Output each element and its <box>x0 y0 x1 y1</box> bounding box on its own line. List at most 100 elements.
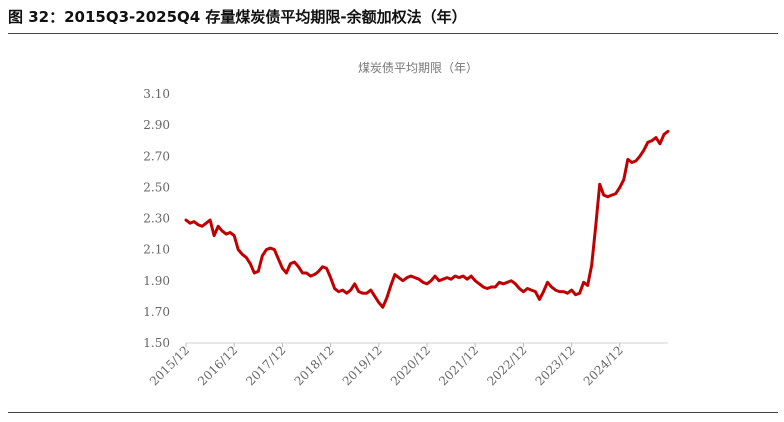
data-point <box>241 253 244 256</box>
data-point <box>293 261 296 264</box>
data-point <box>341 289 344 292</box>
data-point <box>185 219 188 222</box>
x-tick-label: 2023/12 <box>533 343 578 388</box>
data-point <box>305 271 308 274</box>
data-point <box>281 267 284 270</box>
data-point <box>269 247 272 250</box>
data-point <box>205 222 208 225</box>
data-point <box>201 225 204 228</box>
data-point <box>193 220 196 223</box>
data-point <box>634 159 637 162</box>
y-tick-label: 2.70 <box>143 149 170 163</box>
data-point <box>550 285 553 288</box>
data-point <box>253 271 256 274</box>
data-point <box>385 296 388 299</box>
data-point <box>586 284 589 287</box>
data-point <box>245 256 248 259</box>
data-point <box>450 278 453 281</box>
y-tick-label: 2.30 <box>143 212 170 226</box>
data-point <box>430 279 433 282</box>
data-point <box>357 290 360 293</box>
x-tick-label: 2022/12 <box>484 343 529 388</box>
data-point <box>546 281 549 284</box>
data-point <box>233 234 236 237</box>
data-point <box>502 282 505 285</box>
data-point <box>650 139 653 142</box>
data-point <box>349 289 352 292</box>
data-point <box>667 130 670 133</box>
data-point <box>454 275 457 278</box>
data-point <box>189 222 192 225</box>
data-point <box>578 292 581 295</box>
top-rule <box>8 33 778 34</box>
y-tick-label: 1.70 <box>143 305 170 319</box>
data-point <box>570 289 573 292</box>
y-tick-label: 2.50 <box>143 180 170 194</box>
data-point <box>393 273 396 276</box>
data-point <box>353 282 356 285</box>
chart-title: 煤炭债平均期限（年） <box>358 61 478 75</box>
data-point <box>490 285 493 288</box>
data-point <box>426 282 429 285</box>
data-point <box>610 194 613 197</box>
data-point <box>197 223 200 226</box>
data-point <box>566 292 569 295</box>
data-point <box>421 281 424 284</box>
data-point <box>526 287 529 290</box>
data-point <box>542 290 545 293</box>
data-point <box>325 267 328 270</box>
data-point <box>301 271 304 274</box>
data-point <box>646 141 649 144</box>
data-point <box>249 262 252 265</box>
data-point <box>265 248 268 251</box>
data-point <box>333 287 336 290</box>
figure-caption: 图 32：2015Q3-2025Q4 存量煤炭债平均期限-余额加权法（年） <box>8 8 467 26</box>
data-point <box>277 257 280 260</box>
y-tick-label: 1.50 <box>143 336 170 350</box>
data-point <box>213 234 216 237</box>
data-point <box>373 295 376 298</box>
data-point <box>225 233 228 236</box>
data-point <box>662 133 665 136</box>
data-point <box>446 276 449 279</box>
data-point <box>365 292 368 295</box>
data-point <box>530 289 533 292</box>
data-point <box>510 279 513 282</box>
data-point <box>558 290 561 293</box>
y-tick-label: 3.10 <box>143 87 170 101</box>
data-point <box>209 219 212 222</box>
x-tick-label: 2021/12 <box>436 343 481 388</box>
data-point <box>462 275 465 278</box>
data-point <box>321 265 324 268</box>
data-point <box>409 275 412 278</box>
data-point <box>317 270 320 273</box>
data-point <box>442 278 445 281</box>
series-line <box>184 129 670 309</box>
x-tick-label: 2024/12 <box>581 343 626 388</box>
data-point <box>417 278 420 281</box>
x-axis: 2015/12 2016/12 2017/12 2018/12 2019/12 2020/… <box>147 343 626 388</box>
data-point <box>413 276 416 279</box>
data-point <box>381 306 384 309</box>
data-point <box>434 275 437 278</box>
data-point <box>229 231 232 234</box>
data-point <box>614 192 617 195</box>
data-point <box>369 289 372 292</box>
data-point <box>474 279 477 282</box>
data-point <box>514 282 517 285</box>
y-axis: 1.50 1.70 1.90 2.10 2.30 2.50 2.70 2.90 3.10 <box>143 87 170 350</box>
data-point <box>622 178 625 181</box>
data-point <box>590 264 593 267</box>
data-point <box>285 271 288 274</box>
data-point <box>638 155 641 158</box>
data-point <box>562 290 565 293</box>
data-point <box>534 290 537 293</box>
x-tick-label: 2020/12 <box>388 343 433 388</box>
plot-area <box>184 129 670 309</box>
data-point <box>377 301 380 304</box>
data-point <box>518 287 521 290</box>
x-tick-label: 2018/12 <box>292 343 337 388</box>
y-tick-label: 2.10 <box>143 243 170 257</box>
data-point <box>217 225 220 228</box>
